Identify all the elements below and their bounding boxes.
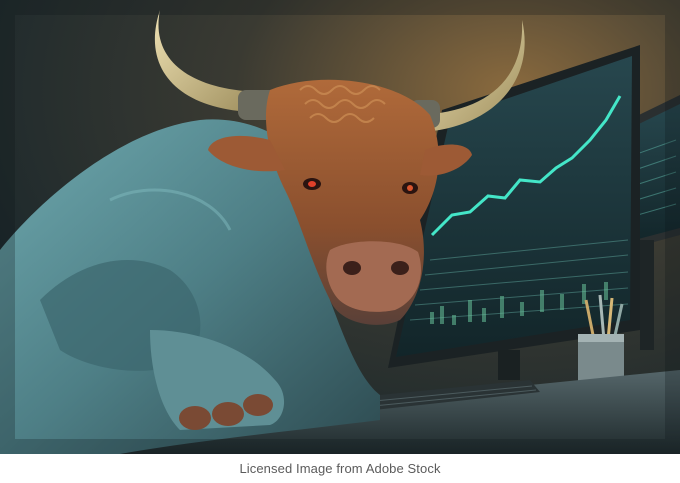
right-nostril bbox=[391, 261, 409, 275]
market-chart bbox=[409, 95, 629, 325]
image-caption: Licensed Image from Adobe Stock bbox=[239, 461, 441, 476]
left-horn bbox=[154, 10, 260, 112]
forehead-curls bbox=[299, 85, 386, 123]
bull-trading-illustration bbox=[0, 0, 680, 454]
right-ear bbox=[420, 144, 472, 176]
snout bbox=[326, 241, 422, 312]
stock-image bbox=[0, 0, 680, 454]
hoof bbox=[179, 394, 273, 430]
pencil-cup bbox=[578, 294, 624, 388]
bull bbox=[0, 10, 525, 454]
left-nostril bbox=[343, 261, 361, 275]
left-ear bbox=[208, 135, 285, 172]
